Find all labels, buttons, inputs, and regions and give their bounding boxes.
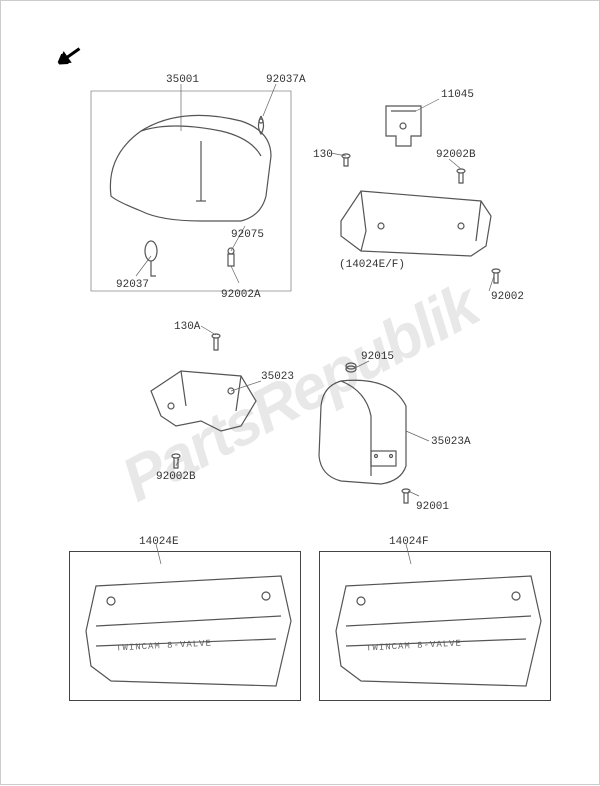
label-92002A: 92002A [221, 289, 261, 301]
parts-illustration [1, 1, 600, 786]
label-92001: 92001 [416, 501, 449, 513]
label-130: 130 [313, 149, 333, 161]
label-14024F: 14024F [389, 536, 429, 548]
content-layer: 35001 92037A 11045 130 92002B 92075 9203… [1, 1, 599, 784]
label-92037A: 92037A [266, 74, 306, 86]
label-92075: 92075 [231, 229, 264, 241]
label-92002B-top: 92002B [436, 149, 476, 161]
label-14024EF-group: (14024E/F) [339, 259, 405, 271]
label-130A: 130A [174, 321, 200, 333]
label-92015: 92015 [361, 351, 394, 363]
label-92037: 92037 [116, 279, 149, 291]
label-92002B-bot: 92002B [156, 471, 196, 483]
label-35023: 35023 [261, 371, 294, 383]
label-14024E: 14024E [139, 536, 179, 548]
label-35001: 35001 [166, 74, 199, 86]
diagram-container: PartsRepublik [0, 0, 600, 785]
label-35023A: 35023A [431, 436, 471, 448]
label-11045: 11045 [441, 89, 474, 101]
label-92002: 92002 [491, 291, 524, 303]
